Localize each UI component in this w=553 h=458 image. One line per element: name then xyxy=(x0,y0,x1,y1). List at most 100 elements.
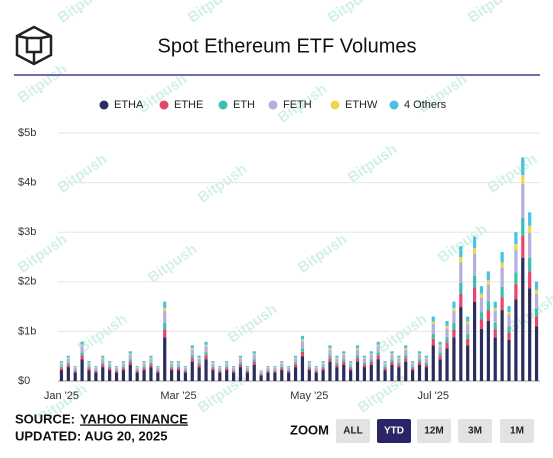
bar-segment xyxy=(245,366,249,368)
bar-segment xyxy=(335,355,339,358)
bar-segment xyxy=(80,346,84,353)
bar-segment xyxy=(528,271,532,289)
bar-segment xyxy=(438,341,442,345)
bar-segment xyxy=(59,362,64,364)
bar-segment xyxy=(397,358,401,363)
bar-segment xyxy=(493,329,497,338)
y-tick-label: $5b xyxy=(18,127,36,139)
bar-segment xyxy=(273,372,277,381)
zoom-button[interactable] xyxy=(377,419,411,443)
bar-segment xyxy=(121,363,126,367)
bar-segment xyxy=(479,286,484,294)
bar-segment xyxy=(273,371,277,373)
bar-segment xyxy=(528,257,532,272)
bar-segment xyxy=(59,361,64,363)
bar-segment xyxy=(211,361,215,363)
bar-segment xyxy=(211,368,215,371)
bar-segment xyxy=(238,362,243,365)
bar-segment xyxy=(349,366,353,369)
bar-segment xyxy=(183,372,187,381)
zoom-button[interactable] xyxy=(336,419,370,443)
bar-segment xyxy=(231,370,236,372)
bar-segment xyxy=(431,333,435,339)
bar-segment xyxy=(459,307,463,381)
bar-segment xyxy=(121,368,126,371)
bar-segment xyxy=(66,357,70,359)
y-tick-label: $0 xyxy=(18,375,30,387)
bar-segment xyxy=(390,354,394,360)
bar-segment xyxy=(424,367,428,381)
zoom-button[interactable] xyxy=(458,419,492,443)
bar-segment xyxy=(335,357,339,359)
bar-segment xyxy=(183,371,187,373)
bar-segment xyxy=(335,362,339,365)
bar-segment xyxy=(507,339,511,381)
bar-segment xyxy=(438,359,442,381)
bar-segment xyxy=(383,361,387,363)
bar-segment xyxy=(163,301,167,309)
bar-segment xyxy=(204,341,208,345)
zoom-button-label[interactable]: YTD xyxy=(384,426,404,437)
legend-label: ETH xyxy=(233,99,255,111)
zoom-button-label[interactable]: 3M xyxy=(468,426,482,437)
bar-segment xyxy=(80,352,84,356)
bar-segment xyxy=(349,362,353,364)
bar-segment xyxy=(452,311,456,323)
legend-label: ETHE xyxy=(174,99,203,111)
bar-segment xyxy=(411,368,415,371)
bar-segment xyxy=(252,359,256,362)
bar-segment xyxy=(459,262,463,283)
bar-segment xyxy=(431,323,435,334)
bar-segment xyxy=(534,289,539,294)
bar-segment xyxy=(287,367,291,371)
bar-segment xyxy=(94,371,98,373)
bar-segment xyxy=(225,368,229,371)
bar-segment xyxy=(135,370,139,372)
bar-segment xyxy=(438,344,442,347)
bar-segment xyxy=(231,372,236,381)
bar-segment xyxy=(383,362,387,364)
bar-segment xyxy=(59,363,64,367)
bar-segment xyxy=(514,284,518,300)
bar-segment xyxy=(300,351,305,357)
bar-segment xyxy=(472,301,477,381)
bar-segment xyxy=(87,363,91,367)
bar-segment xyxy=(349,370,353,381)
bar-segment xyxy=(66,355,70,358)
x-tick-label: Mar '25 xyxy=(160,390,196,402)
y-tick-label: $4b xyxy=(18,177,36,189)
bar-segment xyxy=(507,315,511,327)
bar-segment xyxy=(266,371,270,373)
legend-label: ETHA xyxy=(114,99,144,111)
bar-segment xyxy=(287,366,291,368)
bar-segment xyxy=(73,371,77,373)
bar-segment xyxy=(355,345,360,349)
bar-segment xyxy=(321,361,325,363)
bar-segment xyxy=(534,326,539,381)
chart-title: Spot Ethereum ETF Volumes xyxy=(157,35,416,57)
bar-segment xyxy=(431,338,435,346)
bar-segment xyxy=(114,371,119,373)
bar-segment xyxy=(87,361,91,363)
bar-segment xyxy=(521,175,525,185)
bar-segment xyxy=(293,358,298,363)
bar-segment xyxy=(259,373,263,375)
bar-segment xyxy=(342,353,346,355)
bar-segment xyxy=(417,364,422,381)
bar-segment xyxy=(142,370,146,381)
bar-segment xyxy=(472,254,477,276)
bar-segment xyxy=(273,370,277,372)
bar-segment xyxy=(514,244,518,251)
bar-segment xyxy=(500,267,504,287)
bar-segment xyxy=(466,338,470,346)
zoom-button[interactable] xyxy=(500,419,534,443)
zoom-button-label[interactable]: 12M xyxy=(424,426,443,437)
bar-segment xyxy=(266,372,270,381)
bar-segment xyxy=(328,349,332,356)
source-link[interactable]: YAHOO FINANCE xyxy=(80,411,188,426)
bar-segment xyxy=(445,320,449,326)
zoom-button-label[interactable]: ALL xyxy=(343,426,362,437)
bar-segment xyxy=(362,362,367,365)
zoom-button-label[interactable]: 1M xyxy=(510,426,524,437)
zoom-button[interactable] xyxy=(417,419,451,443)
